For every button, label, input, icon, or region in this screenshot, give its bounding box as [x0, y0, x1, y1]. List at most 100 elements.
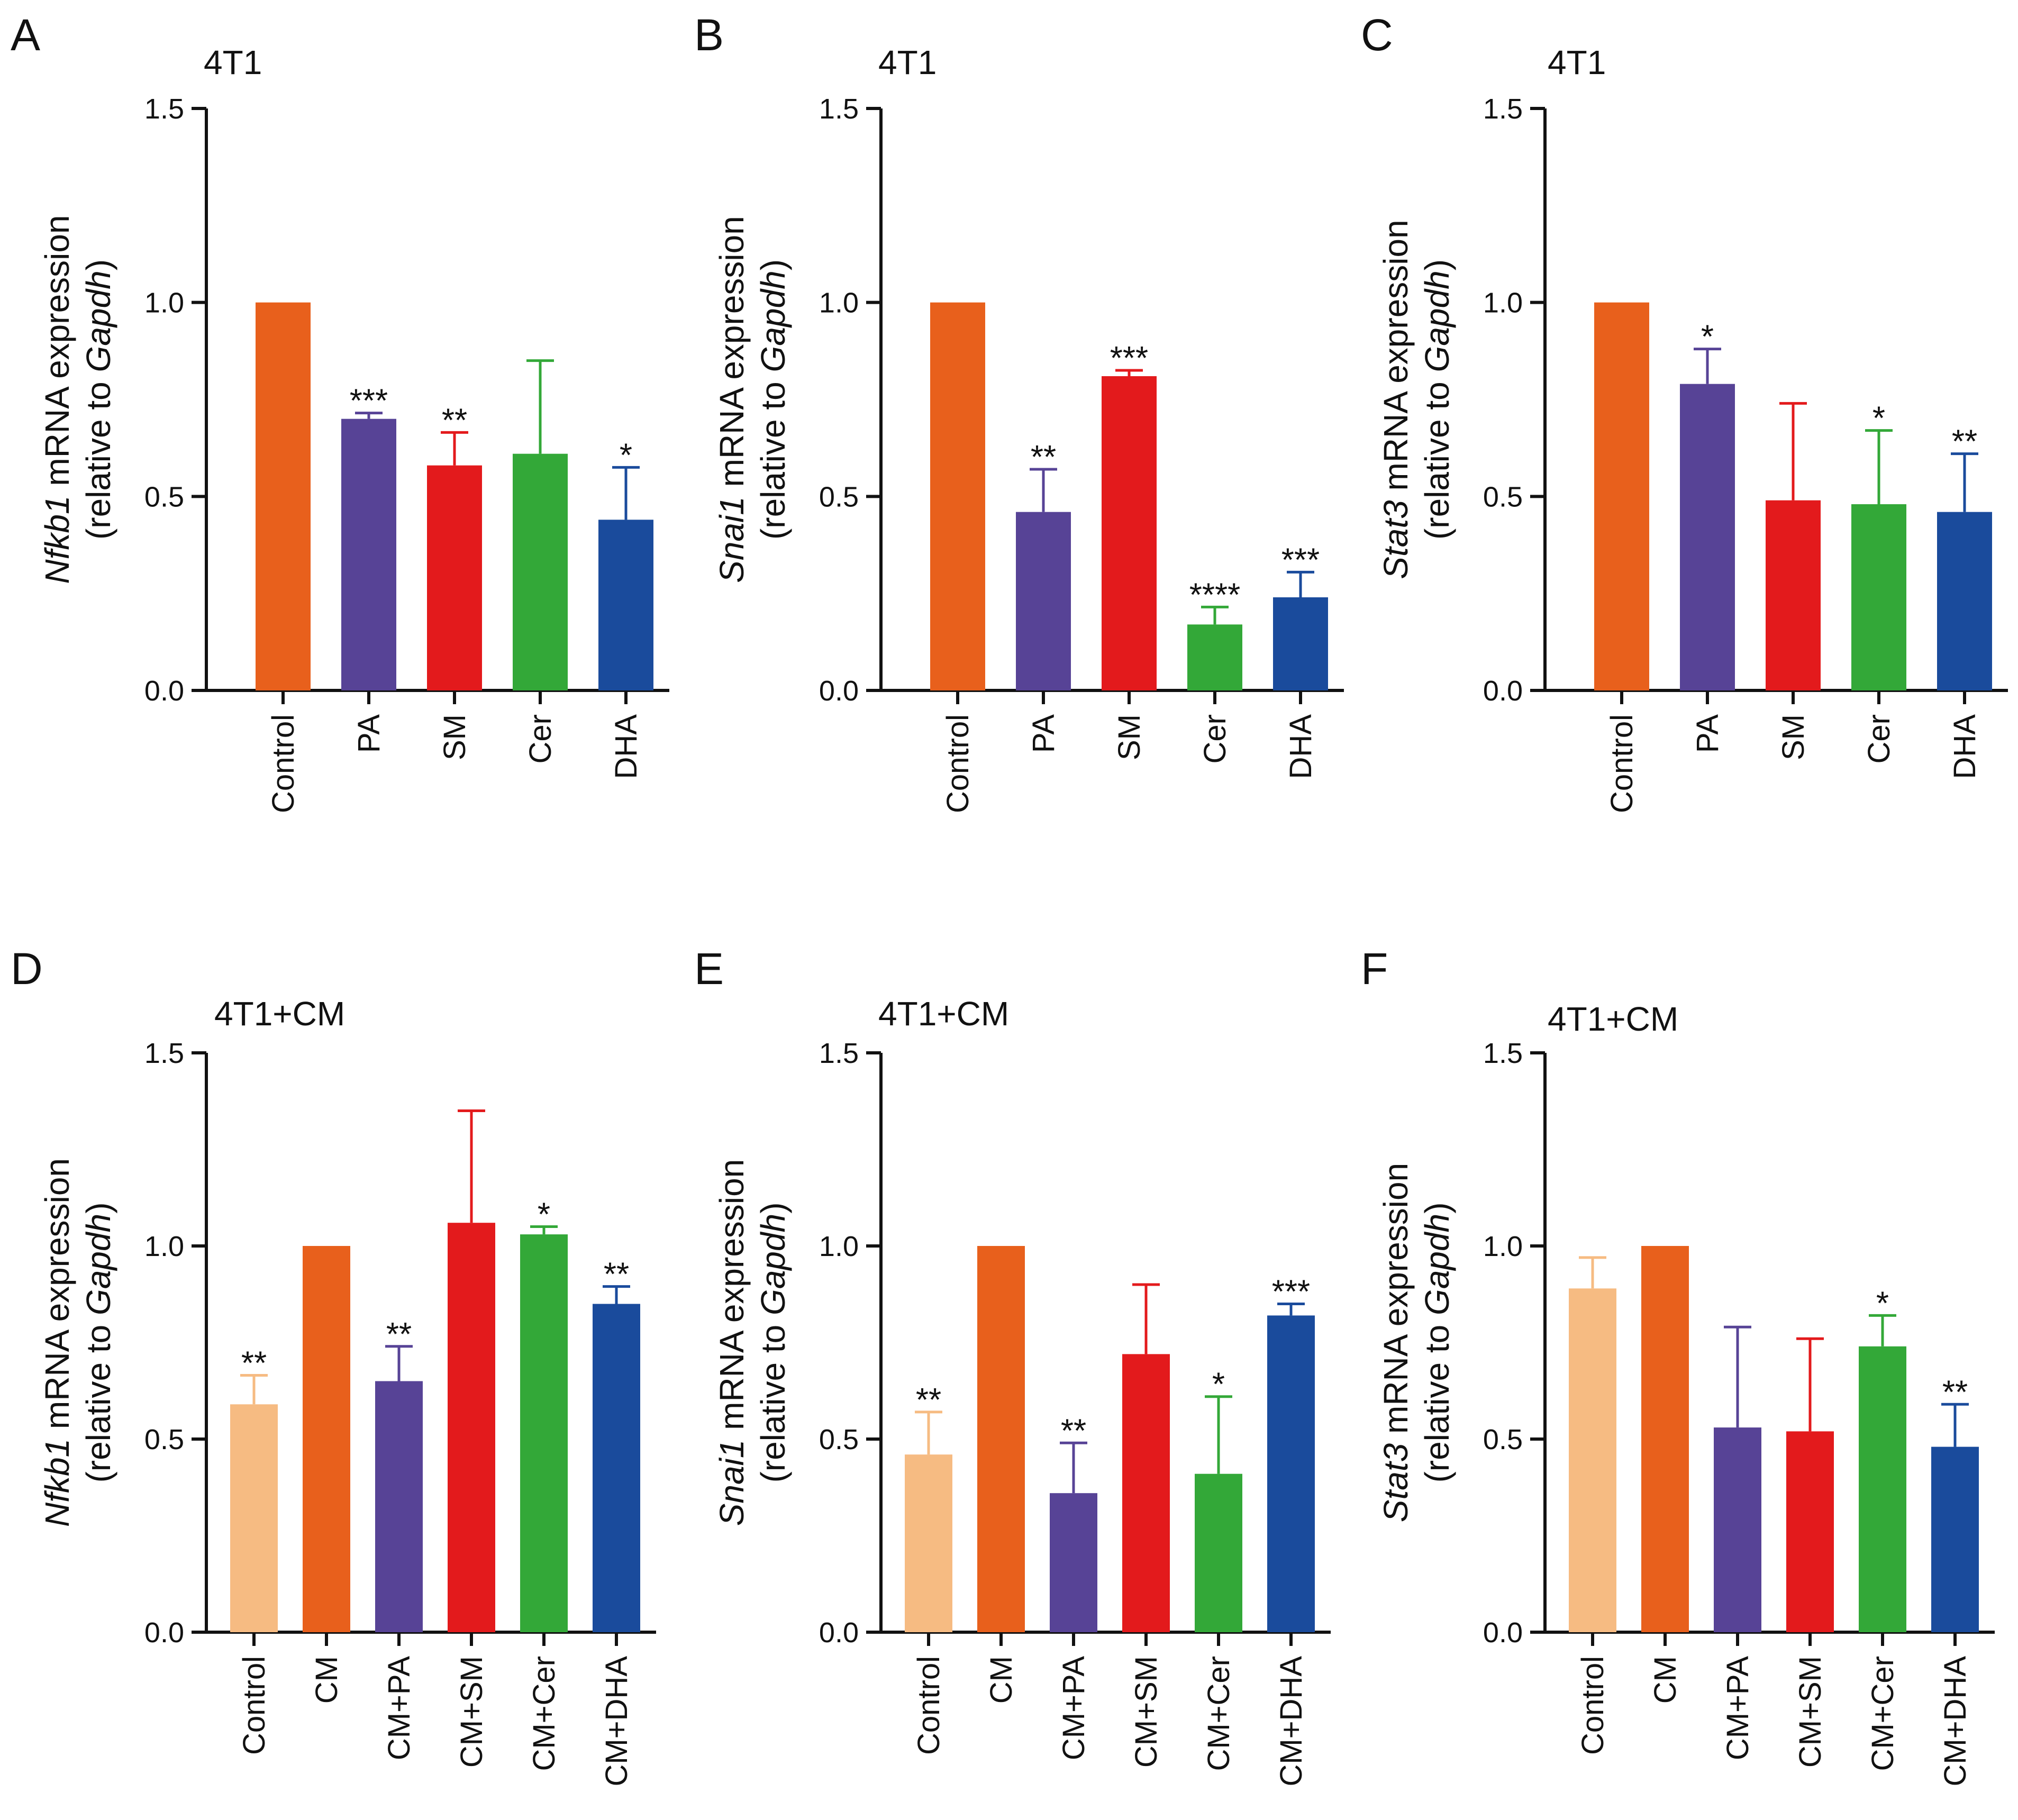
- y-tick-label: 1.0: [144, 287, 184, 319]
- x-tick-label: Control: [1605, 714, 1639, 813]
- y-axis-label-suffix: ): [1418, 259, 1456, 270]
- bar-cm-sm: [448, 1223, 495, 1632]
- y-axis-reference-gene: Gapdh: [1418, 270, 1456, 372]
- panel-title: 4T1: [1548, 43, 1606, 81]
- significance-marker: **: [1061, 1413, 1086, 1449]
- y-tick-label: 0.5: [819, 481, 859, 513]
- panel-letter: E: [694, 944, 724, 994]
- x-tick-label: CM+DHA: [1274, 1656, 1308, 1787]
- y-axis-label-suffix: ): [1418, 1202, 1456, 1213]
- y-axis-label-line2: (relative to Gapdh): [79, 1202, 117, 1482]
- bar-cm-cer: [1195, 1473, 1242, 1632]
- bar-cm-pa: [1714, 1427, 1761, 1632]
- bar-dha: [598, 520, 653, 690]
- bar-cm-pa: [1050, 1493, 1097, 1632]
- y-axis-label-line1: Nfkb1 mRNA expression: [38, 1158, 76, 1527]
- y-axis-label: Stat3 mRNA expression(relative to Gapdh): [1377, 1163, 1456, 1522]
- y-axis-label-prefix: (relative to: [754, 372, 792, 540]
- y-axis-label-prefix: (relative to: [754, 1315, 792, 1483]
- x-tick-label: Cer: [523, 714, 558, 763]
- x-tick-label: PA: [352, 714, 386, 753]
- y-axis-label-prefix: (relative to: [79, 1315, 117, 1483]
- y-tick-label: 1.5: [819, 93, 859, 125]
- y-tick-label: 1.0: [819, 287, 859, 319]
- x-tick-label: CM: [1648, 1656, 1683, 1704]
- x-tick-label: Control: [941, 714, 975, 813]
- bar-cm-pa: [375, 1381, 423, 1632]
- panel-title: 4T1+CM: [878, 995, 1009, 1033]
- y-tick-label: 1.0: [1483, 287, 1523, 319]
- y-axis-label-line2: (relative to Gapdh): [754, 259, 792, 540]
- bar-sm: [427, 465, 482, 690]
- y-tick-label: 1.5: [144, 93, 184, 125]
- x-tick-label: DHA: [1284, 714, 1318, 779]
- panel-c: C 4T1 Stat3 mRNA expression(relative to Ga…: [1361, 10, 2008, 813]
- panel-a: A 4T1 Nfkb1 mRNA expression(relative to Ga…: [11, 10, 669, 813]
- bar-cm-sm: [1786, 1431, 1834, 1632]
- x-tick-label: Cer: [1862, 714, 1896, 763]
- x-tick-label: CM+Cer: [1202, 1656, 1236, 1771]
- y-axis-reference-gene: Gapdh: [754, 1214, 792, 1315]
- panel-b: B 4T1 Snai1 mRNA expression(relative to Ga…: [694, 10, 1344, 813]
- significance-marker: **: [604, 1257, 629, 1293]
- bar-sm: [1102, 376, 1157, 690]
- y-axis-label-line1: Snai1 mRNA expression: [713, 216, 751, 583]
- y-axis-label-line1: Nfkb1 mRNA expression: [38, 215, 76, 584]
- y-tick-label: 0.0: [144, 675, 184, 707]
- y-axis-label-suffix: ): [79, 1202, 117, 1213]
- y-axis-label-line2: (relative to Gapdh): [79, 259, 117, 540]
- y-axis-gene-name: Snai1: [713, 1440, 751, 1526]
- bar-control: [1569, 1288, 1616, 1632]
- significance-marker: **: [386, 1316, 412, 1353]
- x-tick-label: CM: [984, 1656, 1019, 1704]
- x-tick-label: CM+DHA: [599, 1656, 634, 1787]
- y-tick-label: 0.0: [1483, 675, 1523, 707]
- x-tick-label: CM+SM: [1793, 1656, 1828, 1768]
- x-tick-label: Control: [237, 1656, 271, 1755]
- y-tick-label: 1.5: [1483, 93, 1523, 125]
- y-tick-label: 0.5: [144, 481, 184, 513]
- significance-marker: *: [538, 1197, 550, 1233]
- panel-title: 4T1+CM: [1548, 1000, 1678, 1038]
- x-tick-label: CM+Cer: [1866, 1656, 1900, 1771]
- y-axis-label-suffix: ): [754, 1202, 792, 1213]
- significance-marker: **: [1952, 424, 1977, 460]
- y-axis-label-line2: (relative to Gapdh): [1418, 1202, 1456, 1482]
- significance-marker: ***: [1110, 340, 1148, 377]
- bar-control: [1594, 302, 1649, 690]
- y-axis-gene-name: Stat3: [1377, 500, 1415, 579]
- x-tick-label: CM+SM: [1129, 1656, 1163, 1768]
- y-axis-label-text: mRNA expression: [38, 1158, 76, 1439]
- y-tick-label: 0.5: [144, 1424, 184, 1455]
- x-tick-label: PA: [1026, 714, 1061, 753]
- significance-marker: **: [916, 1382, 941, 1418]
- panel-d: D 4T1+CM Nfkb1 mRNA expression(relative to…: [11, 944, 656, 1787]
- significance-marker: ***: [350, 383, 388, 420]
- panel-letter: D: [11, 944, 43, 994]
- significance-marker: ***: [1272, 1274, 1310, 1311]
- significance-marker: *: [1212, 1367, 1225, 1403]
- significance-marker: **: [241, 1345, 267, 1382]
- significance-marker: *: [1876, 1285, 1889, 1322]
- bar-cm: [1641, 1246, 1689, 1632]
- panel-letter: F: [1361, 944, 1388, 994]
- y-tick-label: 0.5: [819, 1424, 859, 1455]
- y-axis-label: Snai1 mRNA expression(relative to Gapdh): [713, 216, 792, 583]
- x-tick-label: DHA: [1948, 714, 1982, 779]
- x-tick-label: DHA: [609, 714, 643, 779]
- y-tick-label: 1.0: [819, 1231, 859, 1262]
- bar-pa: [1016, 512, 1071, 690]
- x-tick-label: CM+Cer: [527, 1656, 561, 1771]
- y-axis-label-text: mRNA expression: [1377, 220, 1415, 500]
- y-tick-label: 1.5: [1483, 1038, 1523, 1069]
- y-tick-label: 1.5: [819, 1038, 859, 1069]
- bar-control: [905, 1454, 952, 1632]
- y-axis-label-text: mRNA expression: [1377, 1163, 1415, 1443]
- y-axis-reference-gene: Gapdh: [79, 1214, 117, 1315]
- bar-cm-dha: [1931, 1446, 1979, 1632]
- y-axis-reference-gene: Gapdh: [1418, 1214, 1456, 1315]
- significance-marker: **: [442, 402, 467, 439]
- x-tick-label: Cer: [1198, 714, 1232, 763]
- x-tick-label: Control: [266, 714, 301, 813]
